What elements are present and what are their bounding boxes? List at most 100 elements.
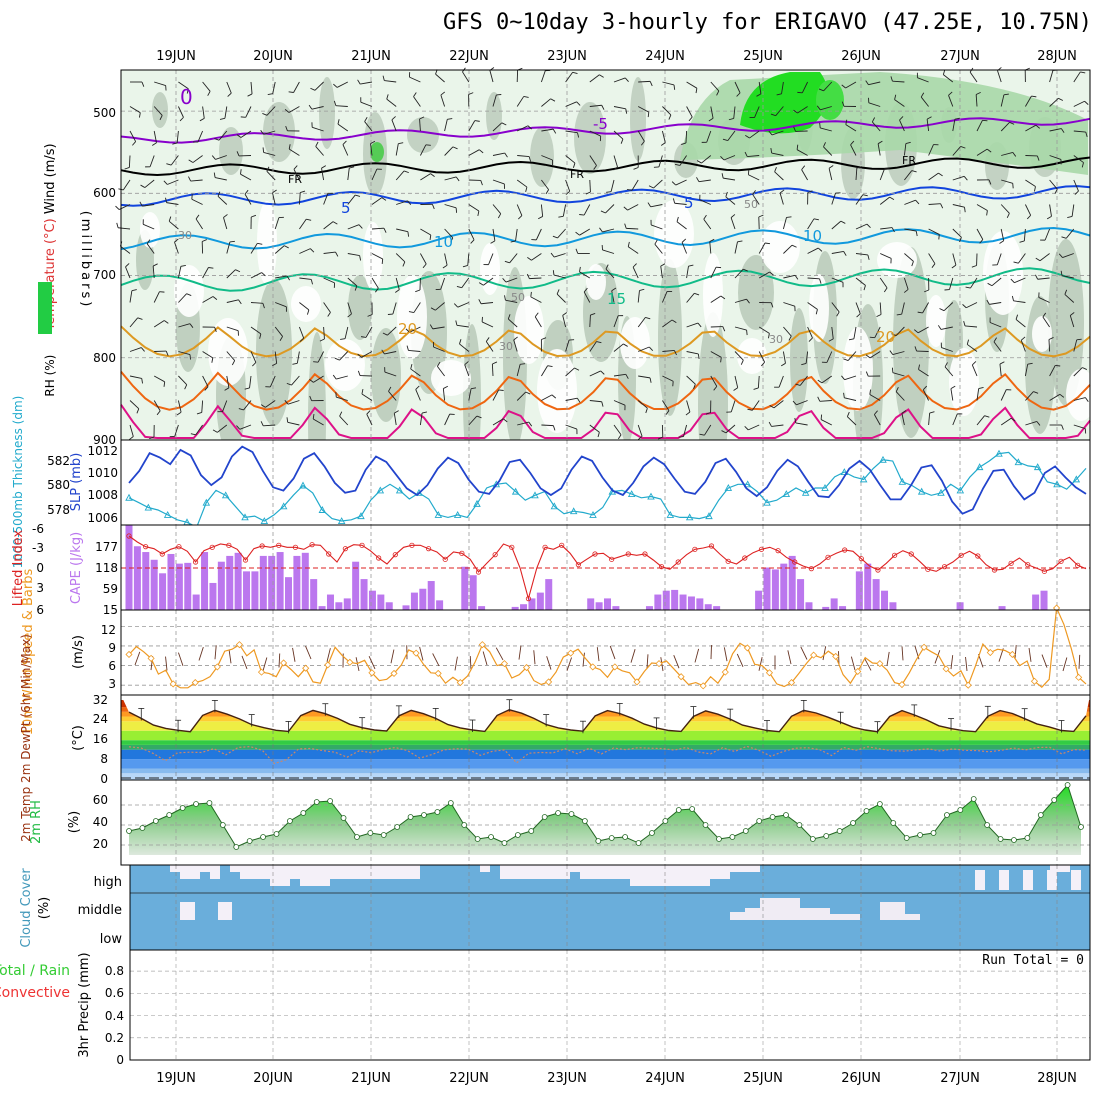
wind-barb-flag <box>260 421 264 427</box>
wind-barb-flag <box>743 268 748 272</box>
rh-marker <box>836 828 843 834</box>
wind10-marker <box>390 669 398 677</box>
wind-barb <box>298 192 301 205</box>
wind-barb <box>879 168 885 181</box>
wind10-marker <box>964 681 972 689</box>
wind-barb-flag <box>770 147 773 154</box>
cape-bar <box>839 606 847 610</box>
wind-barb-flag <box>986 148 992 153</box>
wind-barb <box>1069 315 1075 328</box>
wind-barb-flag <box>746 330 748 336</box>
rh-marker <box>474 836 481 842</box>
wind-barb <box>1049 128 1062 132</box>
wind10-marker <box>721 668 729 676</box>
wind-barb-flag <box>394 410 399 414</box>
wind10-barb <box>850 656 856 671</box>
rh-marker <box>957 807 964 813</box>
wind-barb-flag <box>333 83 338 88</box>
wind-barb <box>202 81 211 92</box>
wind-barb-flag <box>770 302 774 308</box>
wind-barb <box>287 421 300 426</box>
wind10-marker <box>854 667 862 676</box>
slp-tick: 1008 <box>87 488 118 502</box>
wind-barb-flag <box>443 385 448 389</box>
wind-barb-flag <box>1085 397 1089 402</box>
wind-barb-flag <box>252 362 257 367</box>
wind-barb <box>371 253 383 260</box>
wind-barb-flag <box>382 75 385 81</box>
wind-barb <box>775 106 784 116</box>
wind-barb-flag <box>188 176 192 182</box>
wind-barb-flag <box>552 235 558 239</box>
wind-barb-flag <box>159 115 163 121</box>
t2m-tick: 16 <box>93 732 108 746</box>
wind-barb-flag <box>334 357 340 361</box>
wind-barb-flag <box>673 84 676 90</box>
wind-barb-flag <box>1031 95 1037 98</box>
wind-barb-flag <box>527 125 532 130</box>
wind-barb <box>336 375 348 380</box>
rh-marker <box>541 814 548 820</box>
wind-barb <box>725 424 736 434</box>
wind-barb-flag <box>550 98 556 102</box>
wind-barb-flag <box>562 312 568 316</box>
wind-barb <box>976 120 983 132</box>
cape-bars <box>125 525 1048 610</box>
thickness-marker <box>589 510 597 518</box>
wind-barb-flag <box>993 337 997 343</box>
wind-barb <box>1049 179 1058 190</box>
wind-barb <box>952 413 958 426</box>
date-label: 25JUN <box>743 1071 783 1086</box>
high-cloud-block <box>600 865 610 879</box>
isotherm-5 <box>120 185 1091 207</box>
cape-bar <box>1032 594 1040 610</box>
wind-barb <box>819 400 832 402</box>
wind-barb-flag <box>199 117 205 122</box>
wind-barb <box>530 296 542 303</box>
wind-barb-flag <box>1064 289 1068 295</box>
cape-bar <box>956 602 964 610</box>
slp-series <box>125 445 1087 528</box>
wind-barb-flag <box>391 116 396 121</box>
wind-barb-flag <box>267 93 273 95</box>
wind-barb-flag <box>286 417 289 423</box>
wind-barb-flag <box>1036 421 1041 426</box>
wind-barb <box>653 179 663 189</box>
wind10-marker <box>412 649 420 657</box>
wind-barb-flag <box>593 165 597 170</box>
wind-barb <box>190 179 203 182</box>
wind-barb <box>782 351 786 364</box>
wind-barb-flag <box>309 395 313 401</box>
wind-barb-flag <box>260 404 266 408</box>
wind-barb <box>903 277 909 290</box>
wind-barb <box>202 267 209 279</box>
dry-patch <box>363 222 383 290</box>
wind-barb-flag <box>696 177 700 182</box>
high-cloud-block <box>380 865 390 879</box>
wind-barb-flag <box>639 288 645 291</box>
wind-barb-flag <box>938 234 940 240</box>
wind-barb <box>975 94 978 107</box>
high-cloud-block <box>750 865 760 872</box>
wind-barb <box>360 101 373 107</box>
wind10-marker <box>655 660 663 668</box>
wind-barb-flag <box>1042 312 1047 318</box>
thickness-line <box>128 451 1087 528</box>
wind-barb-flag <box>924 289 929 293</box>
wind-barb-flag <box>212 296 218 300</box>
wind-barb-flag <box>507 314 511 320</box>
wind-barb <box>943 74 954 83</box>
rh-marker <box>313 799 320 805</box>
rh-marker <box>662 818 669 824</box>
wind-barb <box>565 101 577 107</box>
rh-marker <box>783 812 789 818</box>
wind-barb-flag <box>189 354 191 360</box>
rh-marker <box>300 810 307 816</box>
wind-barb-flag <box>1046 215 1052 220</box>
wind-barb-flag <box>490 240 496 244</box>
wind-barb-flag <box>823 142 826 148</box>
wind10-barb <box>518 645 522 660</box>
wind-barb <box>129 375 142 379</box>
wind-barb <box>323 251 336 254</box>
wind-barb <box>637 317 646 328</box>
